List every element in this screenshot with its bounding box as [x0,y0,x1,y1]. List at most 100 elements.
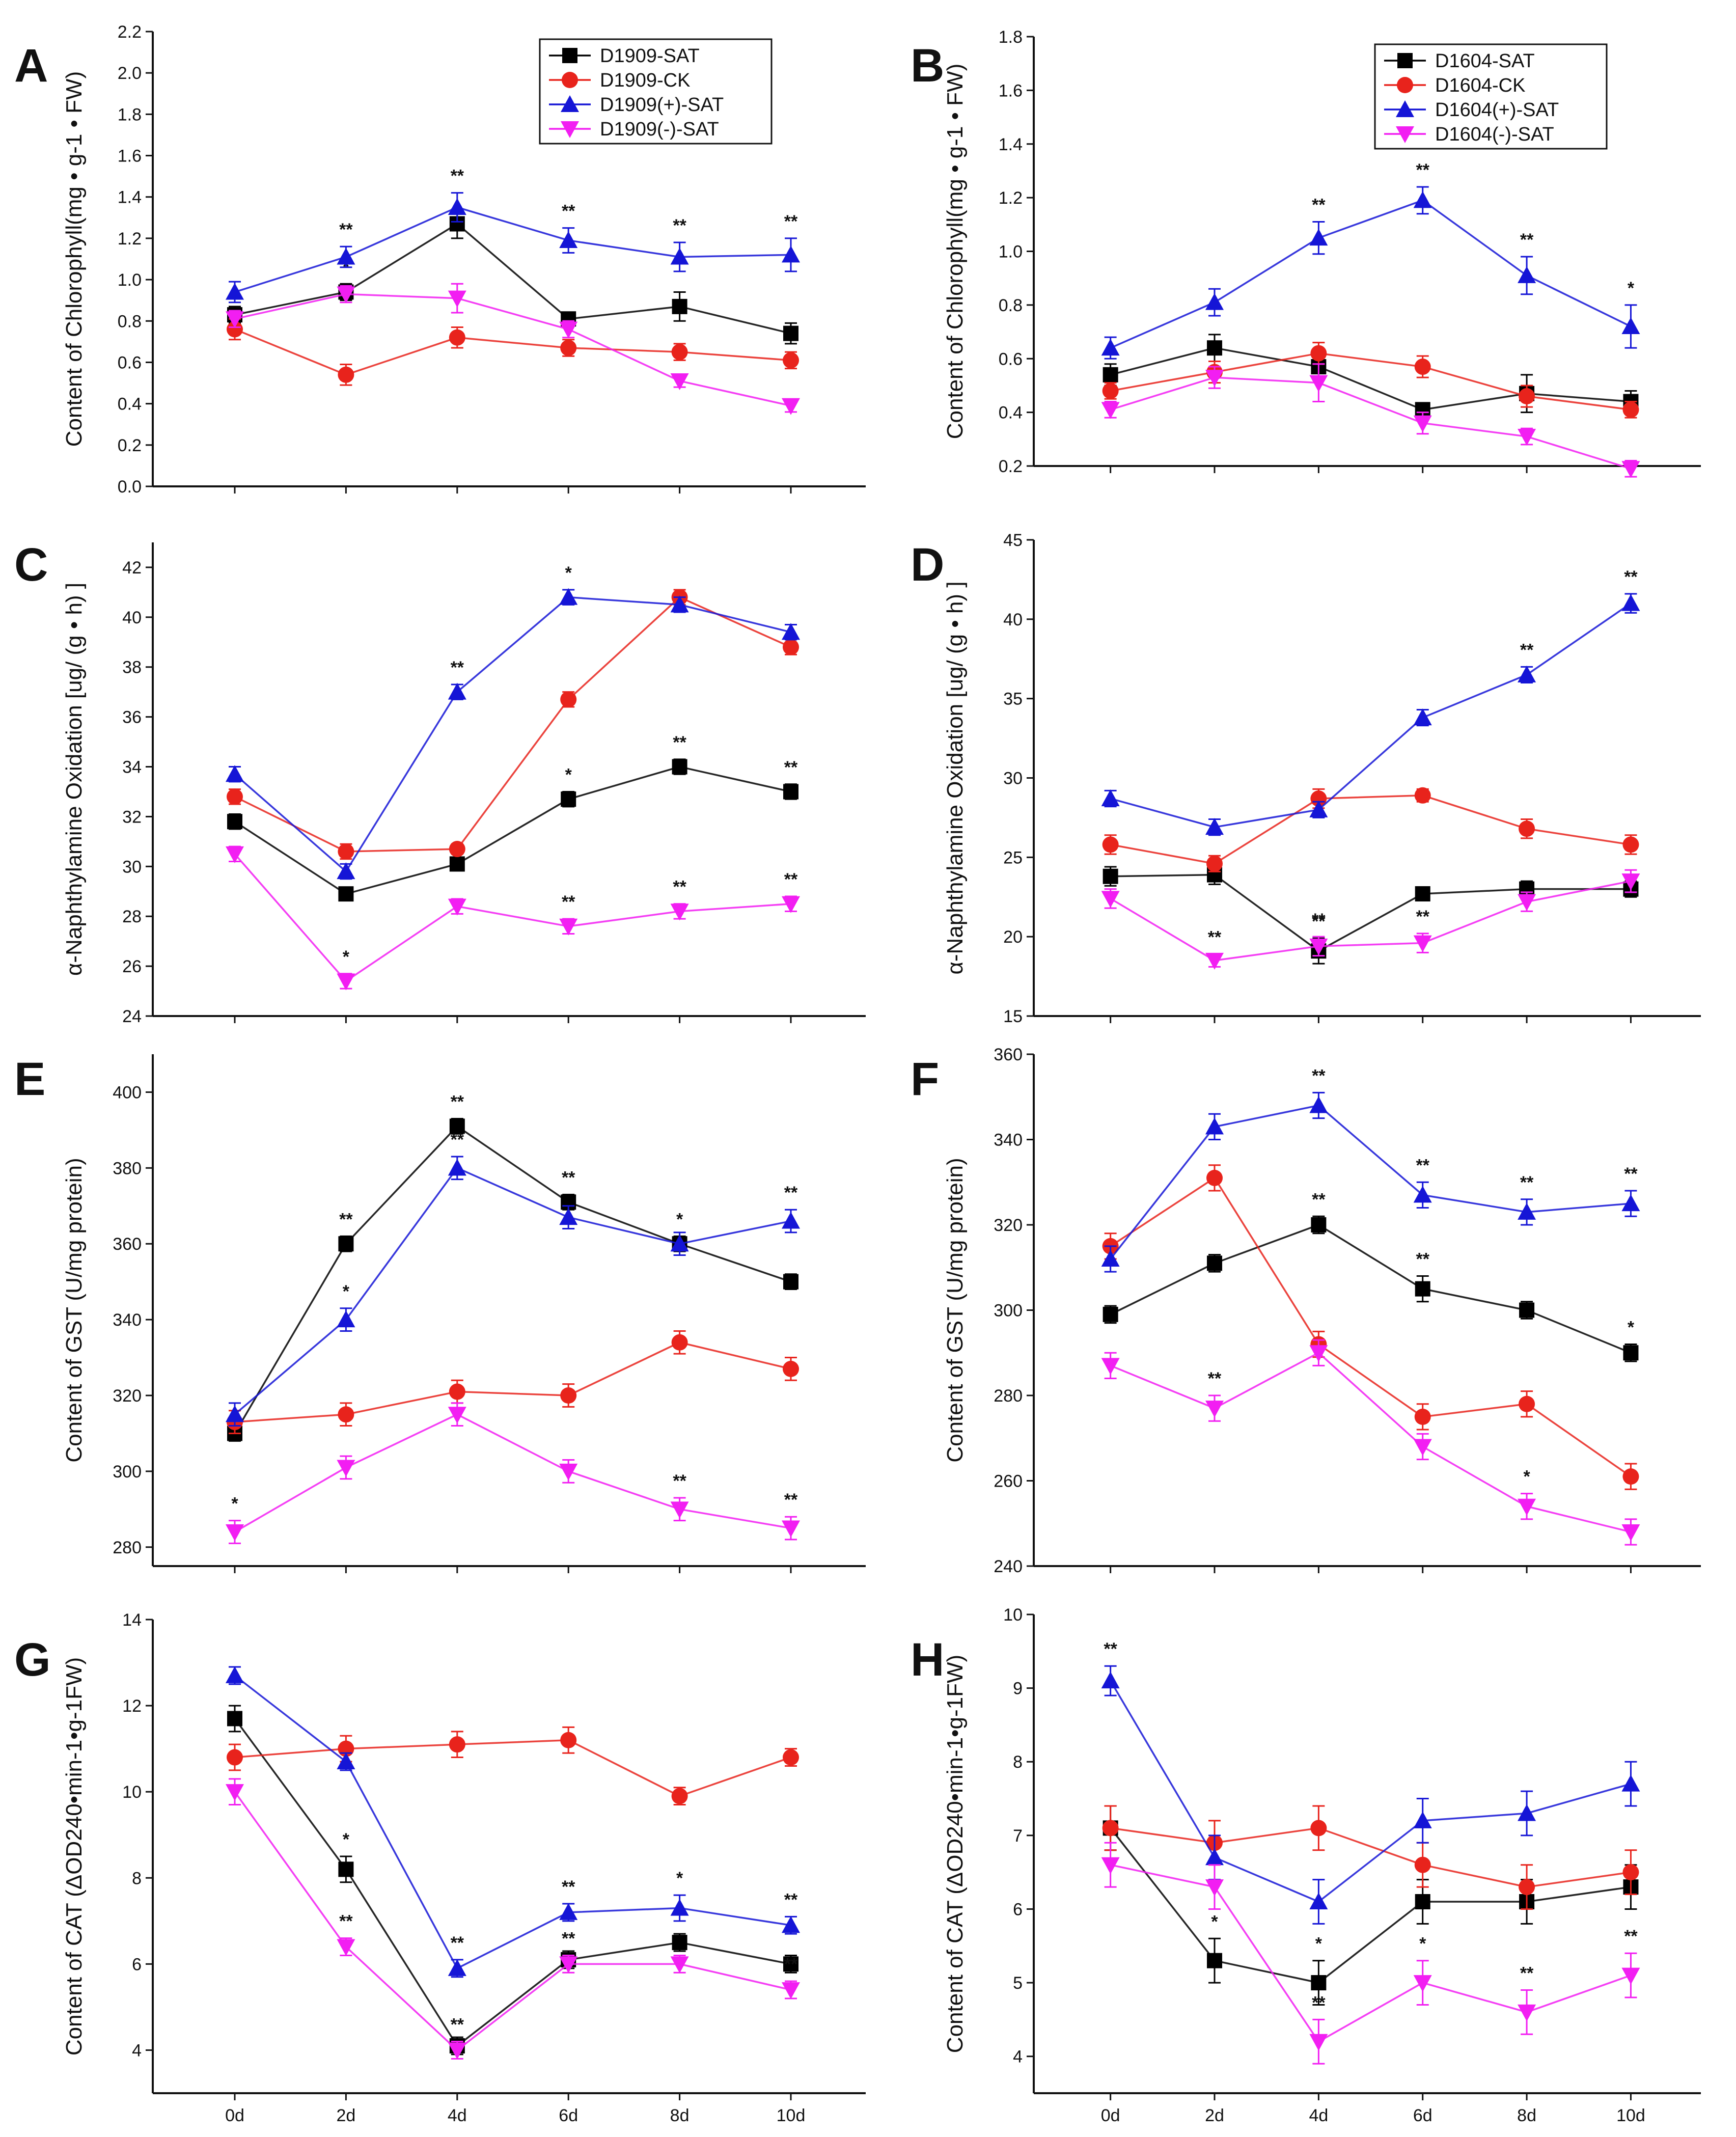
data-point [1101,1358,1120,1375]
series-line [234,1739,791,1797]
data-point [337,862,355,880]
significance-label: ** [673,733,686,752]
data-point [1207,1255,1223,1271]
significance-label: ** [562,1929,575,1948]
data-point [1310,790,1327,807]
data-point [448,1407,466,1424]
significance-label: ** [1312,1190,1326,1209]
panel-H: H 4 5 6 7 8 9 10 0d 2d 4d 6d 8d 10d Content of CAT (ΔO… [911,1605,1701,2125]
data-point [1205,370,1224,387]
series-D1909(+)-SAT: *** [226,563,800,880]
significance-label: ** [1208,1369,1222,1388]
y-axis-label: Content of Chlorophyll(mg • g-1 • FW) [943,64,968,440]
data-point [783,325,798,341]
y-tick-label: 36 [122,708,142,727]
data-point [559,1208,578,1225]
legend-label: D1909-CK [600,70,690,91]
legend-marker [562,48,577,63]
data-point [338,843,354,860]
data-point [782,1982,800,1999]
data-point [782,1916,800,1933]
data-point [1414,1408,1431,1425]
data-point [449,1736,465,1753]
significance-label: * [231,1494,238,1514]
data-point [337,286,355,304]
series-line [1110,602,1632,828]
significance-label: * [676,1869,683,1888]
series-line [234,1341,791,1423]
significance-label: ** [1208,927,1222,947]
legend-label: D1909(+)-SAT [600,94,724,116]
data-point [1518,894,1536,911]
significance-label: * [343,1282,350,1301]
significance-label: * [565,563,572,583]
panel-letter: D [911,539,944,591]
series-line [234,1125,791,1434]
y-tick-label: 8 [1013,1752,1023,1772]
legend: D1604-SAT D1604-CK D1604(+)-SAT D1604(-)-SA… [1374,43,1608,150]
data-point [560,1387,577,1404]
series-line [234,1167,791,1415]
y-tick-label: 45 [1003,531,1023,550]
legend: D1909-SAT D1909-CK D1909(+)-SAT D1909(-)-SA… [539,38,773,145]
data-point [1415,1281,1430,1297]
panel-D: D 15 20 25 30 35 40 45 α-Naphthylamine Oxidation… [911,531,1701,1026]
data-point [1519,388,1535,405]
y-tick-label: 0.6 [999,349,1023,369]
data-point [670,1501,689,1519]
series-D1909(+)-SAT: ***** [226,1130,800,1427]
legend-marker [1396,100,1414,117]
series-line [1110,794,1631,865]
y-tick-label: 280 [113,1538,142,1557]
significance-label: ** [784,1490,798,1510]
panel-letter: A [14,40,48,92]
series-D1604(+)-SAT: ** [1101,1639,1640,1925]
data-point [672,1935,687,1951]
data-point [1413,1439,1432,1456]
series-D1604(-)-SAT: ** ** ** [1101,869,1640,970]
y-tick-label: 1.2 [999,188,1023,208]
data-point [783,1360,799,1377]
y-axis-label: Content of CAT (ΔOD240•min-1•g-1FW) [62,1657,87,2056]
data-point [337,1310,355,1328]
significance-label: ** [451,1092,464,1112]
legend-marker [561,121,579,138]
y-tick-label: 35 [1003,690,1023,709]
data-point [559,1463,578,1481]
data-point [1623,1345,1639,1361]
data-point [559,1903,578,1920]
data-point [671,1334,688,1351]
legend-marker [561,95,579,112]
data-point [1205,818,1224,835]
series-line [234,1791,791,2051]
series-D1604-SAT: ***** [1103,1190,1639,1362]
data-point [560,691,577,708]
data-point [782,1520,800,1538]
data-point [1621,594,1640,611]
legend-label: D1604(+)-SAT [1435,99,1559,121]
y-tick-label: 4 [1013,2047,1023,2067]
data-point [783,1956,798,1972]
significance-label: ** [1520,1173,1534,1192]
data-point [1206,855,1223,872]
series-line [1110,1864,1632,2043]
data-point [1310,345,1327,362]
x-tick-label: 10d [777,2106,806,2125]
y-tick-label: 4 [132,2041,142,2060]
y-tick-label: 1.2 [118,229,142,249]
data-point [338,1861,354,1877]
data-point [1102,382,1119,399]
data-point [448,2042,466,2060]
y-axis-label: α-Naphthylamine Oxidation [ug/ (g • h) ] [62,583,87,976]
data-point [783,784,798,800]
data-point [1205,1117,1224,1135]
panel-letter: F [911,1053,939,1105]
y-tick-label: 0.0 [118,477,142,497]
y-tick-label: 42 [122,558,142,578]
y-tick-label: 300 [113,1462,142,1482]
series-line [1110,1104,1631,1260]
series-line [234,596,791,853]
data-point [1622,401,1639,418]
series-D1604-CK [1102,787,1639,872]
series-line [1110,873,1631,952]
